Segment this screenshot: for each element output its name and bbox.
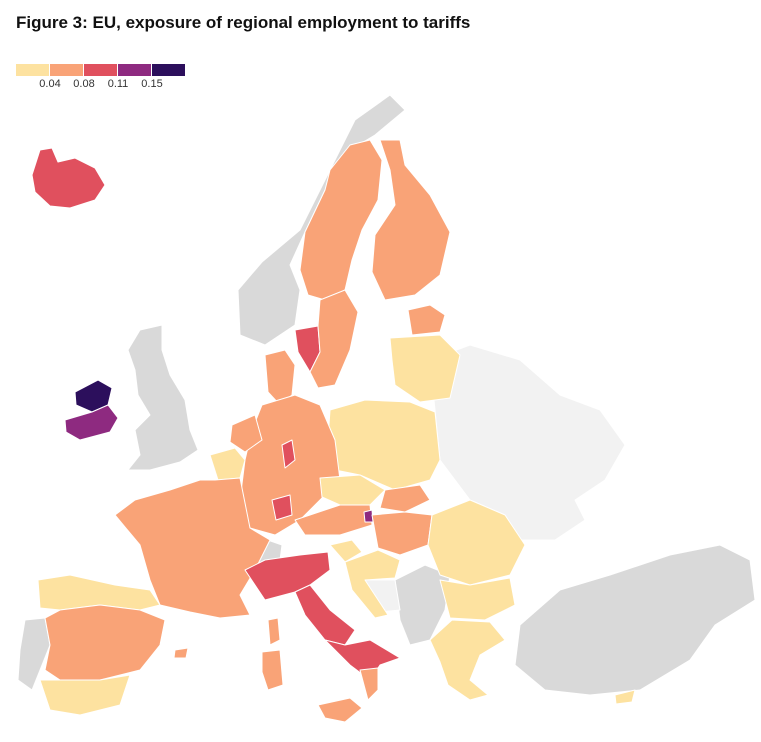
legend-swatch-1 — [16, 64, 50, 76]
region-slovenia — [329, 539, 363, 563]
region-netherlands — [229, 414, 263, 453]
region-sweden-south — [309, 289, 359, 389]
region-balearic — [173, 647, 189, 659]
legend-swatch-4 — [118, 64, 152, 76]
region-greece — [429, 619, 506, 701]
legend-tick-4: 0.15 — [141, 78, 163, 90]
region-germany-hotspot-2 — [271, 494, 293, 521]
region-romania — [427, 499, 526, 586]
region-sardinia — [261, 649, 284, 691]
region-ireland-south — [64, 404, 119, 441]
region-croatia — [344, 549, 401, 619]
legend-bar — [16, 64, 186, 76]
region-latvia-lithuania — [389, 334, 461, 403]
legend-tick-2: 0.08 — [73, 78, 95, 90]
region-great-britain — [127, 324, 199, 471]
region-slovakia — [379, 484, 431, 513]
region-cyprus — [614, 689, 636, 705]
region-bulgaria — [439, 577, 516, 621]
region-belgium — [209, 447, 246, 481]
region-germany-hotspot-1 — [281, 439, 296, 469]
region-hungary — [371, 511, 433, 556]
legend-ticks: 0.04 0.08 0.11 0.15 — [16, 76, 186, 92]
region-italy-centre — [294, 584, 356, 646]
region-corsica — [267, 617, 281, 646]
region-turkey — [514, 544, 756, 696]
region-finland — [371, 139, 451, 301]
region-italy-north — [244, 551, 331, 601]
region-austria — [294, 504, 373, 536]
region-iceland — [31, 147, 106, 209]
chart-title: Figure 3: EU, exposure of regional emplo… — [16, 13, 471, 32]
legend-swatch-2 — [50, 64, 84, 76]
region-sicily — [317, 697, 363, 723]
region-sweden-north — [299, 139, 383, 301]
region-estonia — [407, 304, 446, 336]
region-spain-north — [37, 574, 161, 611]
legend-tick-1: 0.04 — [39, 78, 61, 90]
legend-swatch-3 — [84, 64, 118, 76]
region-france — [114, 477, 271, 619]
region-spain-centre — [44, 604, 166, 681]
region-western-balkans — [394, 564, 451, 646]
region-italy-south — [324, 639, 401, 681]
region-austria-hotspot — [363, 509, 374, 523]
legend-swatch-5 — [152, 64, 186, 76]
region-denmark — [264, 349, 296, 406]
legend-tick-3: 0.11 — [107, 78, 129, 90]
region-spain-south — [39, 674, 131, 716]
color-legend: 0.04 0.08 0.11 0.15 — [16, 64, 186, 92]
region-portugal — [17, 617, 51, 691]
region-calabria — [359, 667, 379, 701]
